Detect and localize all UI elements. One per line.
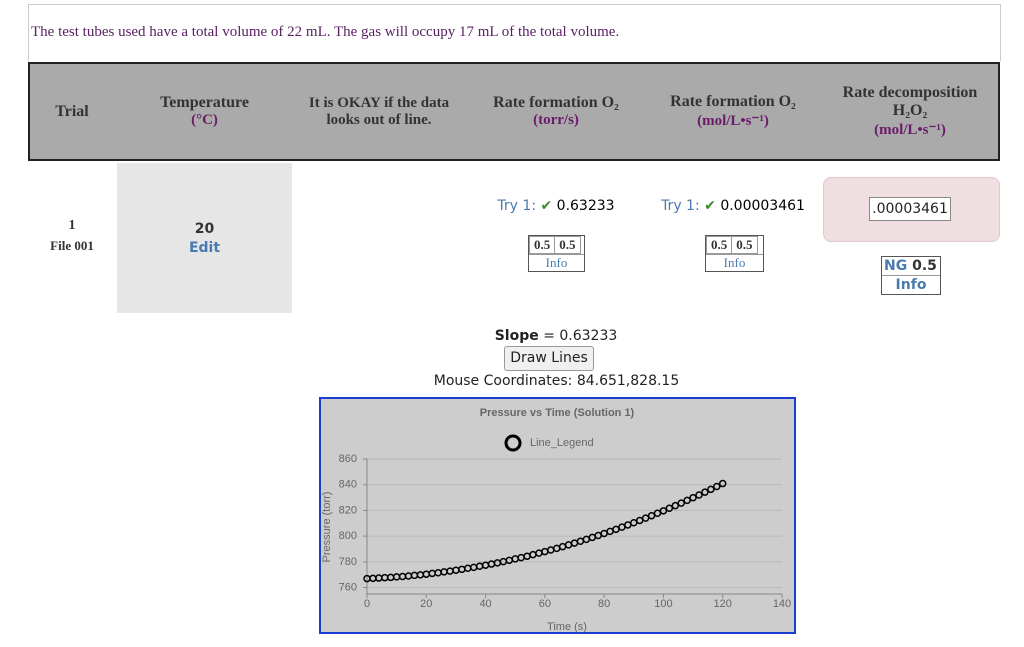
y-tick-label: 860 (339, 453, 357, 465)
data-point (647, 511, 656, 520)
edit-link[interactable]: Edit (188, 239, 221, 256)
data-point (707, 485, 715, 494)
try-label: Try 1: (497, 198, 537, 214)
header-title: It is OKAY if the data looks out of line… (308, 94, 450, 128)
header-cell: Temperature (°C) (117, 62, 292, 161)
answer-torr: Try 1: ✔ 0.63233 (470, 198, 642, 214)
header-unit: (torr/s) (533, 112, 579, 128)
score: 0.5 (705, 236, 733, 254)
check: ✔ (704, 198, 716, 214)
slope-equation: = 0.63233 (543, 328, 618, 344)
data-point (677, 499, 685, 507)
check: ✔ (540, 198, 553, 214)
x-tick-label: 0 (364, 598, 370, 610)
temperature: 20 (194, 220, 215, 237)
header-title: Rate formation O₂ (493, 94, 619, 111)
temperature-cell: 20 Edit (117, 163, 292, 313)
chart: Pressure vs Time (Solution 1) Time (s) P… (319, 397, 796, 634)
answer-value: 0.63233 (556, 198, 615, 214)
data-point (653, 509, 662, 518)
x-tick-label: 140 (773, 598, 791, 610)
header-cell: Rate formation O₂ (torr/s) (470, 62, 642, 161)
score: 0.5 (731, 236, 758, 254)
data-point (659, 507, 668, 515)
info-link[interactable]: Info (529, 254, 584, 271)
x-tick-label: 120 (714, 598, 732, 610)
header-cell: Trial (30, 62, 114, 161)
score-box: NG 0.5 Info (881, 256, 941, 295)
header-unit: (mol/L•s⁻¹) (874, 122, 946, 138)
score-box: 0.5 0.5 Info (705, 235, 764, 272)
x-tick-label: 20 (420, 598, 432, 610)
legend-label: Line_Legend (530, 437, 594, 449)
data-point (718, 479, 727, 488)
mouse-coordinates: Mouse Coordinates: 84.651,828.15 (433, 373, 680, 389)
score: 0.5 (528, 236, 556, 254)
score: 0.5 (554, 236, 581, 254)
slope-label: Slope (494, 328, 539, 344)
score-box: 0.5 0.5 Info (528, 235, 585, 272)
answer-input[interactable]: .00003461 (869, 197, 951, 221)
data-point (665, 504, 674, 512)
x-tick-label: 60 (539, 598, 551, 610)
score: 0.5 (912, 258, 937, 274)
answer-mol: Try 1: ✔ 0.00003461 (648, 198, 818, 214)
draw-lines-button[interactable]: Draw Lines (504, 346, 594, 371)
info-link[interactable]: Info (706, 254, 763, 271)
header-cell: It is OKAY if the data looks out of line… (300, 62, 458, 161)
x-tick-label: 80 (598, 598, 610, 610)
trial-file: File 001 (50, 238, 94, 253)
header-title: Rate decomposition H₂O₂ (842, 84, 978, 119)
note-box (28, 4, 1001, 61)
y-tick-label: 800 (339, 530, 357, 542)
header-title: Trial (55, 102, 89, 120)
try-label: Try 1: (661, 198, 700, 214)
info-link[interactable]: Info (895, 277, 927, 293)
data-point (713, 482, 721, 491)
header-cell: Rate decomposition H₂O₂ (mol/L•s⁻¹) (826, 62, 994, 161)
y-axis-label: Pressure (torr) (321, 492, 333, 563)
trial-cell: 1 File 001 (30, 218, 114, 254)
header-cell: Rate formation O₂ (mol/L•s⁻¹) (648, 62, 818, 161)
data-point (695, 491, 703, 499)
data-point (701, 488, 709, 496)
grade: NG (884, 258, 908, 274)
data-point (689, 493, 697, 502)
header-title: Temperature (160, 94, 249, 111)
answer-value: 0.00003461 (720, 198, 805, 214)
data-point (683, 496, 691, 505)
header-unit: (mol/L•s⁻¹) (697, 113, 769, 129)
legend-marker (504, 434, 522, 452)
y-tick-label: 840 (339, 479, 357, 491)
x-axis-label: Time (s) (547, 621, 587, 633)
x-tick-label: 40 (479, 598, 491, 610)
header-unit: (°C) (191, 112, 218, 128)
table-header (28, 62, 1000, 161)
data-point (641, 514, 650, 522)
note: The test tubes used have a total volume … (31, 24, 620, 40)
x-tick-label: 100 (654, 598, 672, 610)
y-tick-label: 820 (339, 504, 357, 516)
chart-title: Pressure vs Time (Solution 1) (480, 407, 635, 419)
trial-number: 1 (68, 218, 76, 233)
header-title: Rate formation O₂ (670, 93, 796, 110)
y-tick-label: 760 (339, 581, 357, 593)
slope: Slope = 0.63233 (440, 328, 672, 344)
data-point (671, 501, 680, 510)
y-tick-label: 780 (339, 556, 357, 568)
